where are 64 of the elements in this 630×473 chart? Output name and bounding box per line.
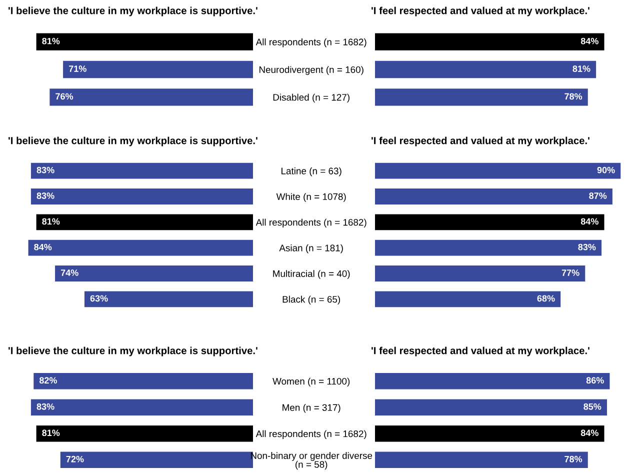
data-label: 90% <box>597 166 615 174</box>
bar <box>375 162 621 179</box>
data-label: 72% <box>66 456 84 462</box>
bar <box>375 266 586 282</box>
data-label: 74% <box>60 270 78 276</box>
y-tick-label: All respondents (n = 1682) <box>256 430 366 440</box>
bar <box>30 162 253 179</box>
data-label: 84% <box>580 430 598 436</box>
y-tick-label: All respondents (n = 1682) <box>256 218 366 228</box>
bar <box>30 399 253 416</box>
data-label: 84% <box>580 38 598 44</box>
data-label: 86% <box>586 377 604 384</box>
data-label: 84% <box>580 218 598 225</box>
y-tick-label: Multiracial (n = 40) <box>273 270 350 279</box>
data-label: 82% <box>39 377 58 384</box>
bar <box>375 452 588 468</box>
data-label: 83% <box>36 166 54 174</box>
y-tick-label: Black (n = 65) <box>282 296 340 305</box>
bar <box>375 240 602 256</box>
data-label: 63% <box>90 295 108 302</box>
data-label: 81% <box>572 66 590 72</box>
bar <box>36 214 253 230</box>
y-tick-label: Disabled (n = 127) <box>273 94 350 103</box>
bar <box>375 291 561 308</box>
data-label: 81% <box>42 38 60 44</box>
chart-title: 'I feel respected and valued at my workplace.' <box>372 6 590 16</box>
y-tick-label: All respondents (n = 1682) <box>256 38 366 48</box>
bar <box>375 399 607 416</box>
y-tick-label: White (n = 1078) <box>276 193 346 202</box>
data-label: 87% <box>589 192 607 199</box>
data-label: 85% <box>584 403 602 410</box>
data-label: 83% <box>36 403 54 410</box>
bar <box>34 372 253 390</box>
y-tick-label: Asian (n = 181) <box>279 244 343 254</box>
y-tick-label: Neurodivergent (n = 160) <box>259 66 364 75</box>
bar <box>84 291 253 308</box>
bar <box>28 240 253 256</box>
chart-title: 'I believe the culture in my workplace is supportive.' <box>8 346 258 356</box>
chart-title: 'I believe the culture in my workplace is supportive.' <box>8 136 258 146</box>
data-label: 84% <box>34 244 52 250</box>
chart-title: 'I feel respected and valued at my workplace.' <box>372 346 590 356</box>
y-tick-label: Women (n = 1100) <box>272 378 350 386</box>
bar <box>375 372 610 390</box>
data-label: 83% <box>578 244 596 250</box>
data-label: 78% <box>564 93 582 100</box>
bar <box>375 188 612 204</box>
data-label: 76% <box>56 93 74 100</box>
data-label: 68% <box>537 295 555 302</box>
bar <box>375 425 604 442</box>
data-label: 78% <box>564 456 582 462</box>
data-label: 81% <box>42 218 60 225</box>
bar <box>375 214 604 230</box>
data-label: 83% <box>36 192 54 199</box>
chart-title: 'I believe the culture in my workplace is supportive.' <box>8 6 258 16</box>
bar <box>36 425 253 442</box>
data-label: 71% <box>68 66 86 72</box>
bar <box>55 266 253 282</box>
data-label: 81% <box>42 430 60 436</box>
y-tick-label: Latine (n = 63) <box>282 167 342 176</box>
y-tick-label: Men (n = 317) <box>282 404 340 413</box>
bar <box>30 188 253 204</box>
data-label: 77% <box>562 270 580 276</box>
bar <box>60 452 253 468</box>
chart-title: 'I feel respected and valued at my workplace.' <box>372 136 590 146</box>
